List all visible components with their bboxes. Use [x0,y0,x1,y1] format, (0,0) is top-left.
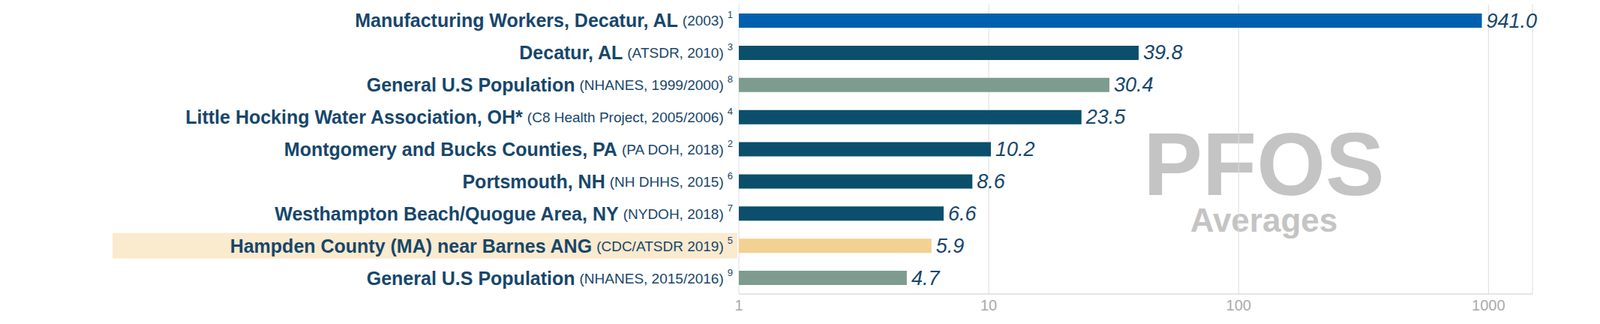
svg-text:Little Hocking Water Associati: Little Hocking Water Association, OH*(C8… [185,105,733,129]
svg-text:General U.S Population(NHANES,: General U.S Population(NHANES, 1999/2000… [366,73,733,97]
svg-text:6.6: 6.6 [948,202,978,226]
svg-text:8.6: 8.6 [976,170,1006,193]
svg-text:4.7: 4.7 [911,267,941,290]
svg-text:10: 10 [980,297,997,314]
html-text:PFOS: PFOS [1143,114,1385,214]
svg-text:Hampden County (MA) near Barne: Hampden County (MA) near Barnes ANG(CDC/… [230,234,733,257]
svg-text:1000: 1000 [1471,297,1506,314]
svg-text:30.4: 30.4 [1113,73,1154,97]
svg-text:39.8: 39.8 [1143,41,1183,64]
svg-text:Montgomery and Bucks Counties,: Montgomery and Bucks Counties, PA(PA DOH… [284,138,733,161]
svg-text:10.2: 10.2 [995,138,1036,161]
svg-text:941.0: 941.0 [1486,9,1538,33]
svg-text:23.5: 23.5 [1085,105,1127,129]
svg-text:General U.S Population(NHANES,: General U.S Population(NHANES, 2015/2016… [366,266,733,289]
svg-text:5.9: 5.9 [936,234,965,258]
svg-text:Decatur, AL(ATSDR, 2010)3: Decatur, AL(ATSDR, 2010)3 [519,41,733,64]
html-text:Averages: Averages [1190,201,1338,239]
svg-text:Westhampton Beach/Quogue Area,: Westhampton Beach/Quogue Area, NY(NYDOH,… [274,201,733,225]
svg-text:1: 1 [734,297,743,314]
svg-text:Manufacturing Workers, Decatur: Manufacturing Workers, Decatur, AL(2003)… [354,9,733,31]
svg-text:Portsmouth, NH(NH DHHS, 2015)6: Portsmouth, NH(NH DHHS, 2015)6 [462,169,733,193]
svg-text:100: 100 [1226,297,1252,314]
